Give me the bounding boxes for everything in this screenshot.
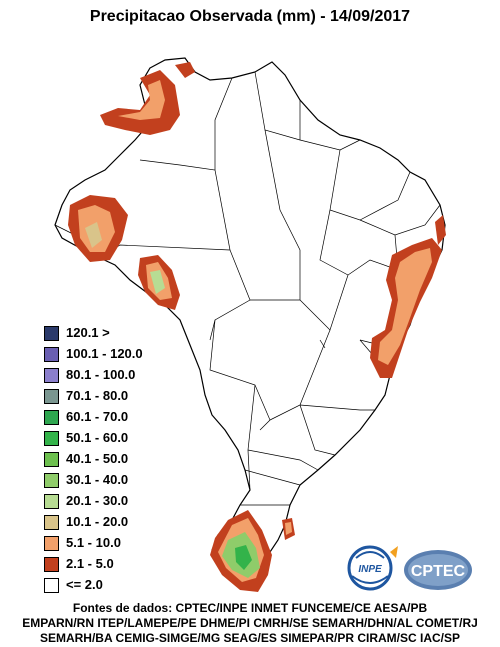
legend-swatch: [44, 515, 59, 530]
legend-swatch: [44, 578, 59, 593]
data-sources: Fontes de dados: CPTEC/INPE INMET FUNCEM…: [0, 601, 500, 646]
legend-item: <= 2.0: [44, 575, 194, 596]
legend-swatch: [44, 536, 59, 551]
legend-item: 80.1 - 100.0: [44, 365, 194, 386]
sources-line: Fontes de dados: CPTEC/INPE INMET FUNCEM…: [72, 601, 428, 615]
legend-label: 60.1 - 70.0: [66, 409, 129, 424]
legend-label: 5.1 - 10.0: [66, 535, 121, 550]
legend-swatch: [44, 494, 59, 509]
legend-item: 2.1 - 5.0: [44, 554, 194, 575]
legend-label: 10.1 - 20.0: [66, 514, 129, 529]
legend: 120.1 > 100.1 - 120.0 80.1 - 100.0 70.1 …: [44, 323, 194, 596]
inpe-logo-text: INPE: [358, 564, 382, 575]
legend-swatch: [44, 431, 59, 446]
legend-swatch: [44, 410, 59, 425]
legend-swatch: [44, 347, 59, 362]
sources-line: SEMARH/BA CEMIG-SIMGE/MG SEAG/ES SIMEPAR…: [39, 631, 461, 645]
legend-item: 30.1 - 40.0: [44, 470, 194, 491]
legend-swatch: [44, 557, 59, 572]
legend-label: 80.1 - 100.0: [66, 367, 136, 382]
legend-item: 100.1 - 120.0: [44, 344, 194, 365]
legend-label: 100.1 - 120.0: [66, 346, 143, 361]
legend-swatch: [44, 368, 59, 383]
legend-label: <= 2.0: [66, 577, 103, 592]
legend-swatch: [44, 389, 59, 404]
legend-item: 70.1 - 80.0: [44, 386, 194, 407]
legend-label: 70.1 - 80.0: [66, 388, 129, 403]
legend-swatch: [44, 452, 59, 467]
precip-patches: [68, 62, 446, 592]
legend-label: 20.1 - 30.0: [66, 493, 129, 508]
legend-item: 20.1 - 30.0: [44, 491, 194, 512]
legend-label: 50.1 - 60.0: [66, 430, 129, 445]
agency-logos: INPE CPTEC: [347, 545, 472, 591]
sources-line: EMPARN/RN ITEP/LAMEPE/PE DHME/PI CMRH/SE…: [22, 616, 478, 630]
legend-swatch: [44, 326, 59, 341]
legend-swatch: [44, 473, 59, 488]
map-title: Precipitacao Observada (mm) - 14/09/2017: [89, 8, 411, 25]
legend-item: 10.1 - 20.0: [44, 512, 194, 533]
legend-item: 120.1 >: [44, 323, 194, 344]
legend-item: 50.1 - 60.0: [44, 428, 194, 449]
legend-item: 40.1 - 50.0: [44, 449, 194, 470]
cptec-logo-text: CPTEC: [411, 563, 466, 580]
legend-label: 40.1 - 50.0: [66, 451, 129, 466]
legend-label: 30.1 - 40.0: [66, 472, 129, 487]
legend-item: 5.1 - 10.0: [44, 533, 194, 554]
legend-label: 2.1 - 5.0: [66, 556, 114, 571]
legend-item: 60.1 - 70.0: [44, 407, 194, 428]
inpe-logo: INPE: [347, 545, 398, 591]
legend-label: 120.1 >: [66, 325, 110, 340]
cptec-logo: CPTEC: [404, 550, 472, 590]
